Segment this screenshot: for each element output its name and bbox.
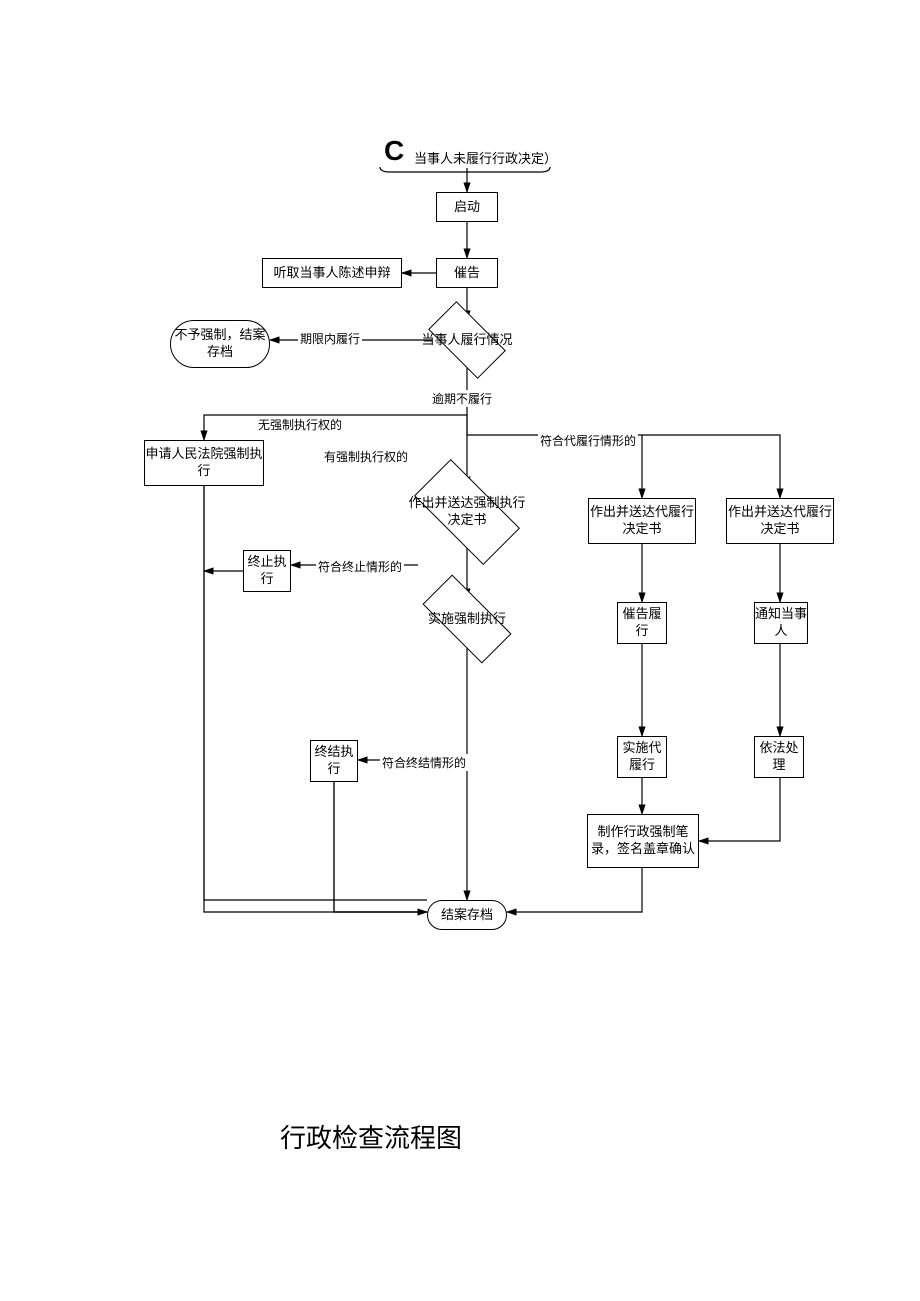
start-marker: C [384, 135, 404, 167]
node-archive: 结案存档 [427, 900, 507, 930]
node-end_exec: 终结执行 [310, 740, 358, 782]
edge-court-archive [204, 486, 427, 912]
node-make_record: 制作行政强制笔录，签名盖章确认 [587, 814, 699, 868]
edge-label-has_power: 有强制执行权的 [322, 448, 410, 465]
edge-12 [204, 486, 427, 900]
node-issue_force [414, 459, 520, 565]
node-legal_handle: 依法处理 [754, 736, 804, 778]
node-stop_exec: 终止执行 [243, 550, 291, 592]
edge-label-fit_stop: 符合终止情形的 [316, 558, 404, 575]
page-title: 行政检查流程图 [280, 1118, 462, 1155]
node-do_force [422, 574, 511, 663]
node-no_force: 不予强制，结案存档 [170, 320, 270, 368]
start-text: 当事人未履行行政决定） [412, 148, 559, 167]
node-urge_perform: 催告履行 [617, 602, 667, 644]
node-apply_court: 申请人民法院强制执行 [144, 440, 264, 486]
node-notify_party: 通知当事人 [754, 602, 808, 644]
node-issue_sub1: 作出并送达代履行决定书 [588, 498, 696, 544]
edge-8 [642, 435, 780, 498]
edge-endexec-archive [334, 782, 427, 912]
node-start: 启动 [436, 192, 498, 222]
edge-label-overdue: 逾期不履行 [430, 390, 494, 407]
node-listen: 听取当事人陈述申辩 [262, 258, 402, 288]
edge-22 [699, 778, 780, 841]
edge-label-fit_end: 符合终结情形的 [380, 754, 468, 771]
node-situation [428, 301, 506, 379]
node-urge: 催告 [436, 258, 498, 288]
edge-label-fit_sub: 符合代履行情形的 [538, 432, 638, 449]
start-underline [380, 167, 550, 172]
node-issue_sub2: 作出并送达代履行决定书 [726, 498, 834, 544]
edge-16 [334, 782, 427, 912]
edge-label-no_power: 无强制执行权的 [256, 416, 344, 433]
edge-label-in_time: 期限内履行 [298, 330, 362, 347]
edge-23 [507, 868, 642, 912]
node-do_sub: 实施代履行 [617, 736, 667, 778]
edge-7 [467, 415, 642, 498]
flowchart-canvas: C 当事人未履行行政决定） 启动催告听取当事人陈述申辩当事人履行情况不予强制，结… [0, 0, 920, 1301]
